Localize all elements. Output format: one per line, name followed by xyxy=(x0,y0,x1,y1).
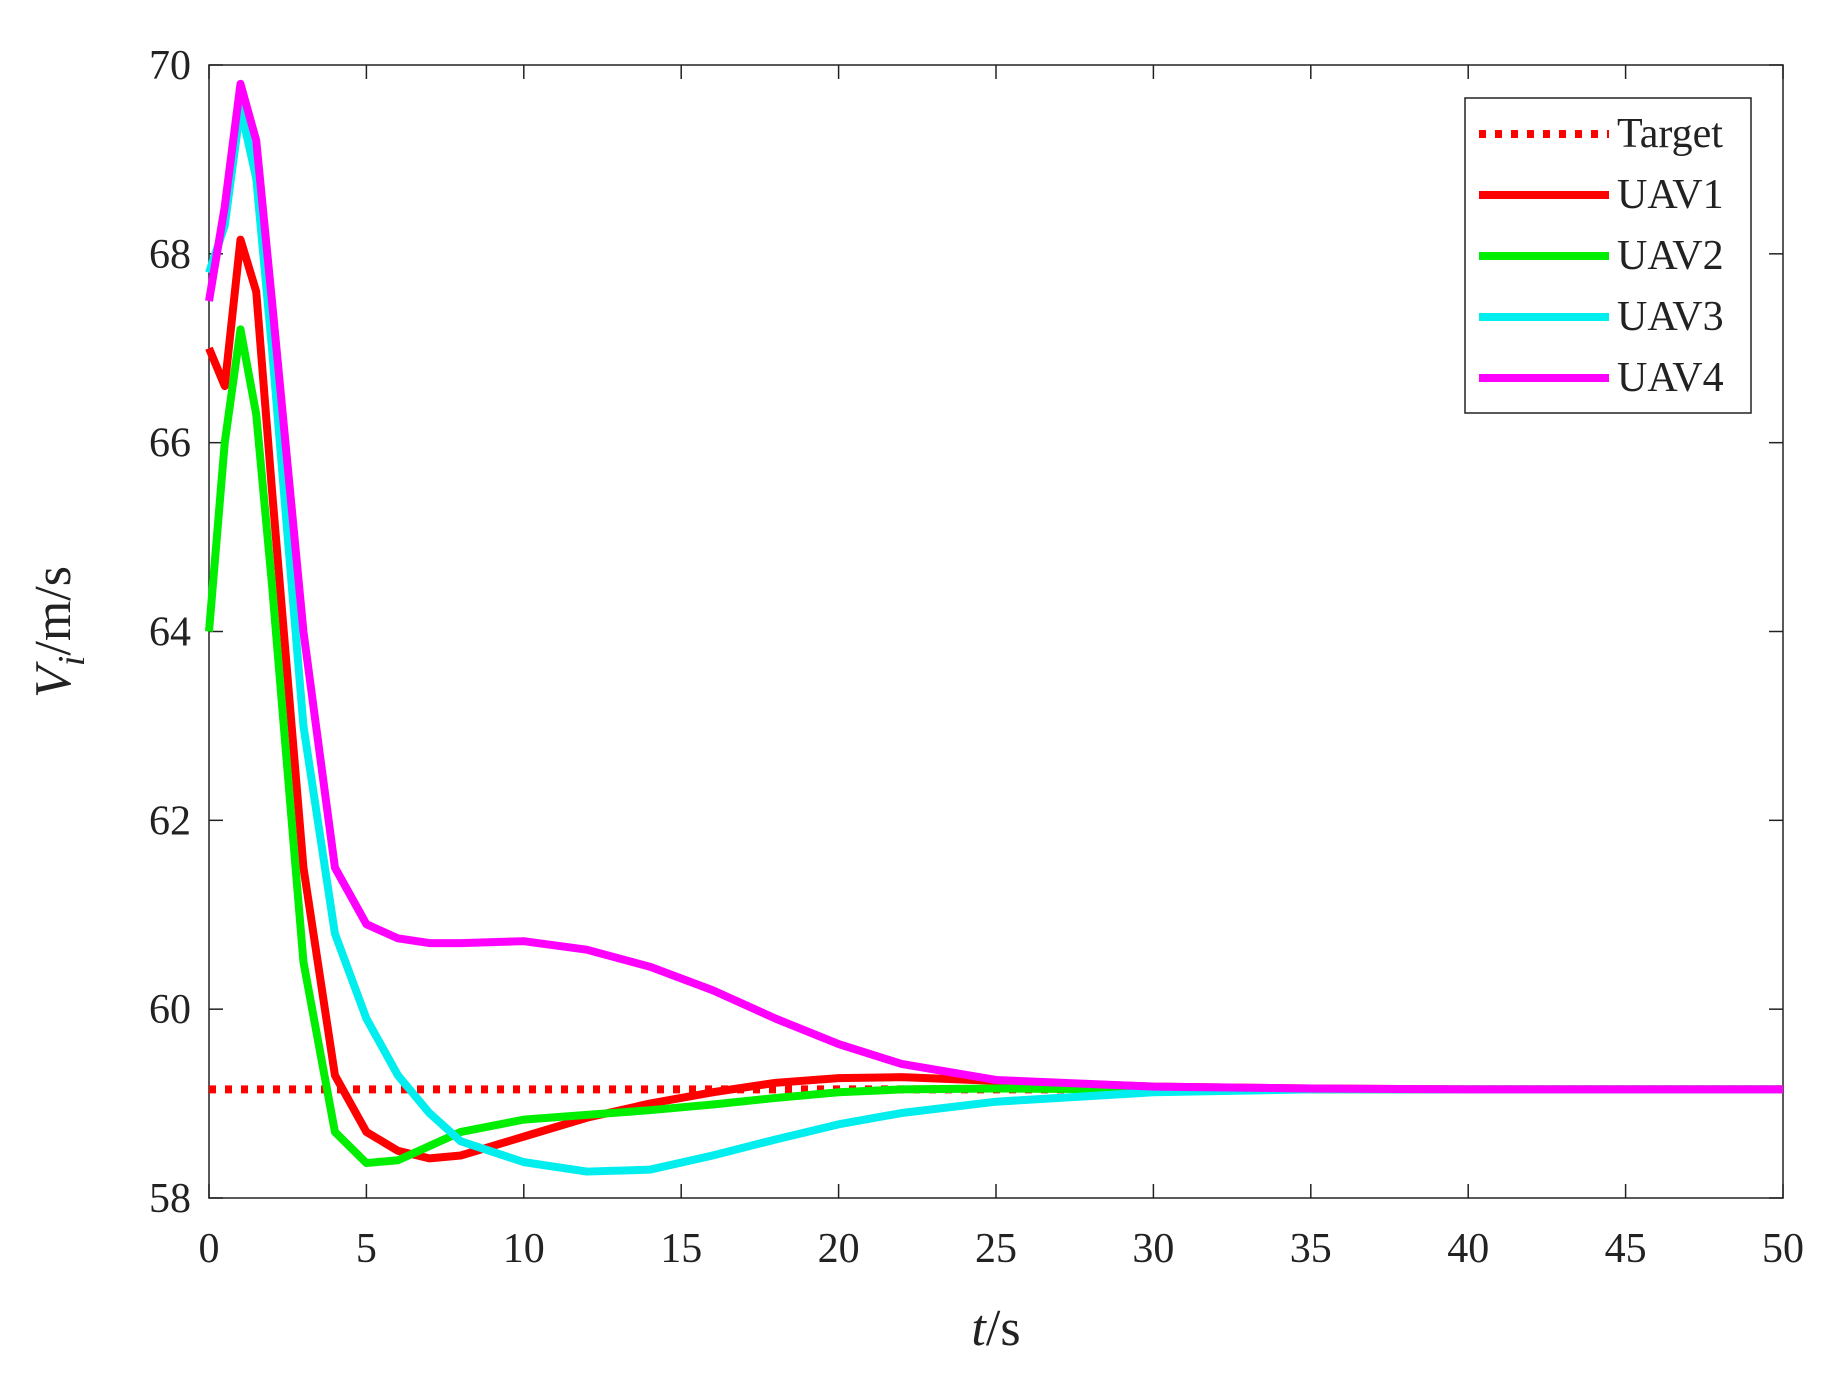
y-tick-label: 62 xyxy=(149,798,191,844)
legend-label: UAV3 xyxy=(1617,294,1724,340)
legend-label: UAV2 xyxy=(1617,233,1724,279)
legend-label: Target xyxy=(1617,111,1723,157)
x-tick-label: 0 xyxy=(199,1226,220,1272)
y-label-sub: i xyxy=(51,656,93,667)
x-tick-label: 40 xyxy=(1447,1226,1489,1272)
legend-label: UAV4 xyxy=(1617,355,1724,401)
y-axis-label: Vi/m/s xyxy=(25,566,93,698)
y-tick-label: 60 xyxy=(149,987,191,1033)
series-line xyxy=(205,103,1783,1176)
x-tick-label: 35 xyxy=(1290,1226,1332,1272)
y-tick-label: 68 xyxy=(149,232,191,278)
y-tick-label: 66 xyxy=(149,421,191,467)
x-tick-label: 20 xyxy=(818,1226,860,1272)
x-tick-label: 5 xyxy=(356,1226,377,1272)
x-tick-label: 45 xyxy=(1605,1226,1647,1272)
x-tick-label: 30 xyxy=(1132,1226,1174,1272)
x-tick-label: 15 xyxy=(660,1226,702,1272)
x-tick-label: 25 xyxy=(975,1226,1017,1272)
y-label-unit: /m/s xyxy=(25,566,82,656)
series-line xyxy=(205,325,1783,1168)
y-tick-label: 64 xyxy=(149,610,191,656)
x-label-var: t xyxy=(971,1300,987,1357)
x-tick-label: 10 xyxy=(503,1226,545,1272)
x-label-unit: /s xyxy=(986,1300,1021,1357)
y-label-var: V xyxy=(25,661,82,698)
x-tick-label: 50 xyxy=(1762,1226,1804,1272)
series-line xyxy=(205,79,1783,1094)
legend-label: UAV1 xyxy=(1617,172,1724,218)
y-tick-label: 70 xyxy=(149,43,191,89)
x-axis-label: t/s xyxy=(971,1300,1020,1357)
y-tick-label: 58 xyxy=(149,1176,191,1222)
